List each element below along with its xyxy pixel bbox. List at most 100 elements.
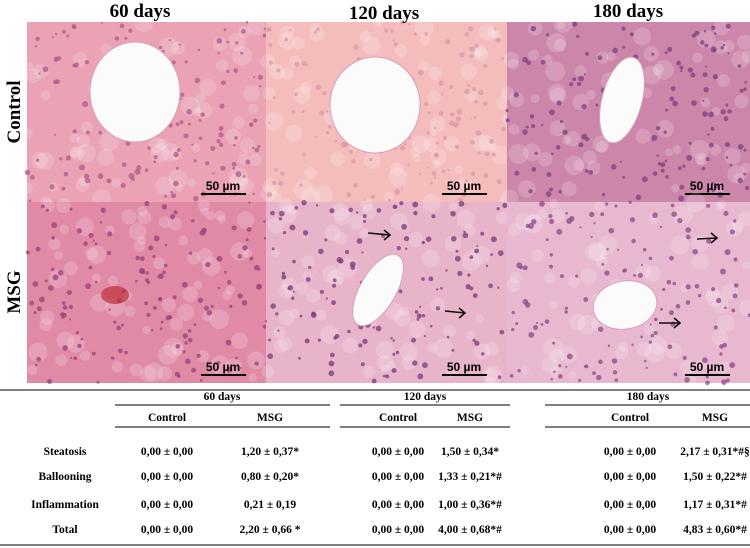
nucleus: [271, 247, 275, 251]
nucleus: [436, 288, 439, 291]
nucleus: [124, 350, 128, 355]
nucleus: [505, 109, 509, 112]
nucleus: [565, 211, 568, 215]
cell: [304, 166, 317, 179]
nucleus: [452, 121, 459, 128]
nucleus: [501, 56, 505, 60]
cell: [432, 160, 441, 169]
nucleus: [54, 32, 58, 36]
cell: [635, 128, 651, 144]
nucleus: [35, 36, 40, 42]
cell: [484, 376, 497, 389]
cell: [713, 18, 731, 36]
cell: 0,00 ± 0,00: [141, 446, 194, 458]
nucleus: [479, 152, 482, 155]
cell: [692, 52, 703, 63]
cell: [718, 361, 730, 373]
nucleus: [268, 42, 273, 48]
cell: [705, 286, 720, 302]
nucleus: [737, 143, 744, 150]
cell: [428, 66, 442, 80]
nucleus: [147, 146, 151, 150]
nucleus: [242, 175, 246, 178]
nucleus: [565, 365, 568, 368]
cell: [232, 46, 252, 66]
nucleus: [85, 283, 91, 289]
cell: [518, 180, 536, 198]
nucleus: [175, 343, 181, 349]
nucleus: [153, 155, 158, 160]
nucleus: [324, 238, 328, 242]
nucleus: [668, 310, 674, 316]
nucleus: [226, 69, 230, 73]
nucleus: [743, 87, 747, 91]
nucleus: [258, 85, 262, 88]
nucleus: [666, 279, 672, 285]
nucleus: [572, 77, 577, 82]
cell: [427, 91, 441, 105]
nucleus: [641, 176, 648, 183]
nucleus: [63, 171, 69, 177]
cell: [157, 345, 178, 365]
nucleus: [544, 319, 550, 324]
nucleus: [720, 45, 724, 50]
nucleus: [557, 374, 563, 379]
cell: [473, 343, 491, 360]
nucleus: [197, 297, 204, 303]
cell: [330, 151, 345, 167]
nucleus: [47, 285, 54, 291]
nucleus: [231, 161, 237, 167]
cell: [278, 336, 293, 351]
cell: 0,00 ± 0,00: [141, 471, 194, 483]
cell: [56, 331, 75, 350]
nucleus: [351, 159, 356, 164]
nucleus: [391, 367, 397, 373]
nucleus: [269, 60, 273, 65]
column-header: Control: [611, 412, 649, 424]
nucleus: [429, 324, 433, 328]
cell: [614, 346, 629, 360]
nucleus: [68, 304, 74, 310]
nucleus: [328, 370, 335, 377]
nucleus: [28, 199, 32, 203]
nucleus: [719, 344, 724, 349]
nucleus: [305, 276, 311, 282]
nucleus: [705, 380, 710, 386]
nucleus: [390, 337, 393, 340]
nucleus: [280, 171, 285, 176]
nucleus: [480, 231, 485, 236]
nucleus: [597, 55, 603, 61]
nucleus: [205, 261, 211, 268]
nucleus: [315, 84, 321, 91]
cell: [375, 341, 394, 359]
nucleus: [54, 56, 58, 61]
cell: [595, 140, 608, 153]
cell: [633, 27, 652, 46]
nucleus: [94, 280, 98, 284]
nucleus: [601, 192, 606, 197]
cell: [314, 185, 334, 205]
cell: [596, 51, 609, 64]
column-header: MSG: [257, 412, 283, 424]
nucleus: [737, 64, 742, 69]
cell: [111, 178, 122, 188]
cell: [48, 237, 61, 250]
cell: [215, 59, 229, 72]
nucleus: [549, 253, 553, 257]
nucleus: [108, 308, 111, 311]
cell: [278, 198, 294, 214]
nucleus: [581, 104, 587, 110]
nucleus: [469, 53, 474, 59]
nucleus: [274, 167, 278, 172]
nucleus: [175, 166, 179, 170]
nucleus: [614, 204, 618, 208]
nucleus: [198, 136, 203, 141]
nucleus: [281, 274, 287, 280]
nucleus: [431, 170, 437, 176]
nucleus: [395, 350, 400, 355]
cell: [423, 136, 439, 152]
cell: [411, 135, 430, 153]
cell: [412, 153, 421, 163]
cell: [79, 350, 91, 361]
cell: [232, 116, 246, 129]
